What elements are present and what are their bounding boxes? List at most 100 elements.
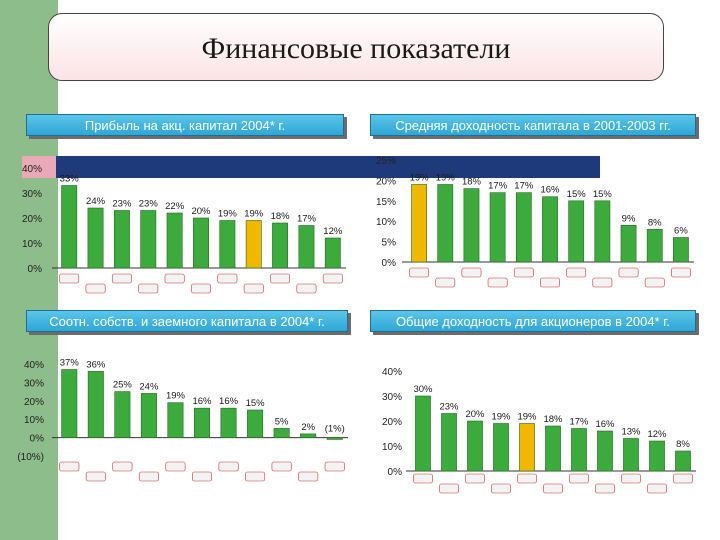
chart3-value-label: 16% bbox=[192, 396, 212, 407]
company-logo-icon bbox=[243, 283, 264, 294]
chart4-value-label: 23% bbox=[439, 402, 459, 413]
company-logo-icon bbox=[465, 473, 485, 484]
chart3-bar bbox=[247, 409, 264, 438]
company-logo-icon bbox=[439, 483, 459, 494]
chart4-value-label: 16% bbox=[595, 419, 615, 430]
chart3-value-label: 5% bbox=[275, 416, 289, 427]
chart4-value-label: 8% bbox=[676, 439, 690, 450]
chart1-value-label: 20% bbox=[191, 206, 211, 217]
chart4-ytick: 40% bbox=[382, 367, 402, 378]
chart1-value-label: 12% bbox=[323, 226, 343, 237]
chart1-bar bbox=[61, 185, 78, 269]
chart4-value-label: 13% bbox=[621, 427, 641, 438]
chart3-ytick: 0% bbox=[30, 434, 45, 445]
company-logo-icon bbox=[298, 471, 319, 482]
chart2-bar bbox=[568, 200, 585, 263]
chart3-bar bbox=[167, 402, 184, 438]
chart1-ytick: 0% bbox=[28, 264, 43, 275]
chart3-ytick: 40% bbox=[24, 360, 44, 371]
chart2-ytick: 25% bbox=[376, 156, 396, 167]
chart2-bar bbox=[515, 192, 532, 263]
chart1-value-label: 17% bbox=[297, 214, 317, 225]
chart2-value-label: 18% bbox=[462, 177, 482, 188]
chart1-bar bbox=[113, 210, 130, 269]
chart1-value-label: 24% bbox=[86, 196, 106, 207]
company-logo-icon bbox=[513, 267, 534, 278]
chart1-bar bbox=[298, 225, 315, 269]
chart3-value-label: (1%) bbox=[325, 424, 345, 435]
chart3-ytick: 10% bbox=[24, 415, 44, 426]
chart3-value-label: 37% bbox=[60, 358, 80, 369]
company-logo-icon bbox=[543, 483, 563, 494]
left-decor-strip bbox=[0, 0, 58, 540]
chart3-bar bbox=[220, 407, 237, 438]
company-logo-icon bbox=[217, 273, 238, 284]
chart3-ytick: 30% bbox=[24, 378, 44, 389]
chart4-bar bbox=[545, 425, 561, 472]
company-logo-icon bbox=[621, 473, 641, 484]
company-logo-icon bbox=[296, 283, 317, 294]
chart2-value-label: 19% bbox=[436, 172, 456, 183]
chart3-bar bbox=[194, 407, 210, 438]
chart3-bar bbox=[300, 433, 317, 438]
chart1-value-label: 19% bbox=[218, 209, 238, 220]
chart1-bar bbox=[324, 237, 341, 269]
company-logo-icon bbox=[487, 277, 508, 288]
company-logo-icon bbox=[138, 471, 159, 482]
company-logo-icon bbox=[491, 483, 511, 494]
company-logo-icon bbox=[112, 461, 133, 472]
company-logo-icon bbox=[59, 461, 80, 472]
chart2-ytick: 0% bbox=[382, 258, 397, 269]
chart4-bar bbox=[649, 440, 665, 472]
chart3-value-label: 19% bbox=[166, 391, 186, 402]
chart4-ytick: 20% bbox=[382, 417, 402, 428]
company-logo-icon bbox=[218, 461, 239, 472]
company-logo-icon bbox=[322, 273, 343, 284]
company-logo-icon bbox=[647, 483, 667, 494]
chart4-bar bbox=[675, 450, 691, 472]
company-logo-icon bbox=[85, 471, 106, 482]
chart4-value-label: 17% bbox=[569, 417, 589, 428]
company-logo-icon bbox=[324, 461, 345, 472]
chart1-header: Прибыль на акц. капитал 2004* г. bbox=[26, 114, 344, 136]
company-logo-icon bbox=[671, 267, 691, 278]
chart4-header: Общие доходность для акционеров в 2004* … bbox=[370, 310, 696, 332]
company-logo-icon bbox=[270, 273, 291, 284]
chart2-bar bbox=[620, 224, 637, 263]
chart3-ytick: 20% bbox=[24, 397, 44, 408]
top-band-cap bbox=[22, 156, 56, 178]
chart4-value-label: 18% bbox=[543, 414, 563, 425]
chart1-bar bbox=[219, 220, 236, 269]
chart3-value-label: 36% bbox=[86, 359, 106, 370]
chart2-bar bbox=[542, 196, 558, 263]
chart2-value-label: 17% bbox=[514, 181, 534, 192]
company-logo-icon bbox=[413, 473, 433, 484]
chart4-value-label: 30% bbox=[413, 384, 433, 395]
chart1-value-label: 18% bbox=[271, 211, 291, 222]
chart3-bar bbox=[140, 393, 157, 438]
chart3-value-label: 16% bbox=[219, 396, 239, 407]
company-logo-icon bbox=[245, 471, 266, 482]
company-logo-icon bbox=[566, 267, 587, 278]
chart1-bar bbox=[272, 222, 289, 269]
chart3-bar bbox=[273, 428, 290, 438]
chart2-value-label: 15% bbox=[593, 189, 613, 200]
company-logo-icon bbox=[271, 461, 292, 472]
chart2-value-label: 6% bbox=[674, 226, 688, 237]
title-banner: Финансовые показатели bbox=[48, 13, 664, 81]
company-logo-icon bbox=[59, 273, 80, 284]
chart2-bar bbox=[594, 200, 611, 263]
chart4-bar bbox=[623, 438, 639, 472]
company-logo-icon bbox=[191, 283, 211, 294]
chart3-value-label: 25% bbox=[113, 380, 133, 391]
company-logo-icon bbox=[138, 283, 159, 294]
chart4-bar bbox=[415, 395, 431, 472]
company-logo-icon bbox=[165, 461, 186, 472]
chart1-value-label: 22% bbox=[165, 201, 185, 212]
company-logo-icon bbox=[435, 277, 456, 288]
chart4-bar bbox=[467, 420, 483, 472]
chart2-value-label: 8% bbox=[648, 217, 662, 228]
chart1-ytick: 40% bbox=[22, 164, 42, 175]
company-logo-icon bbox=[644, 277, 665, 288]
